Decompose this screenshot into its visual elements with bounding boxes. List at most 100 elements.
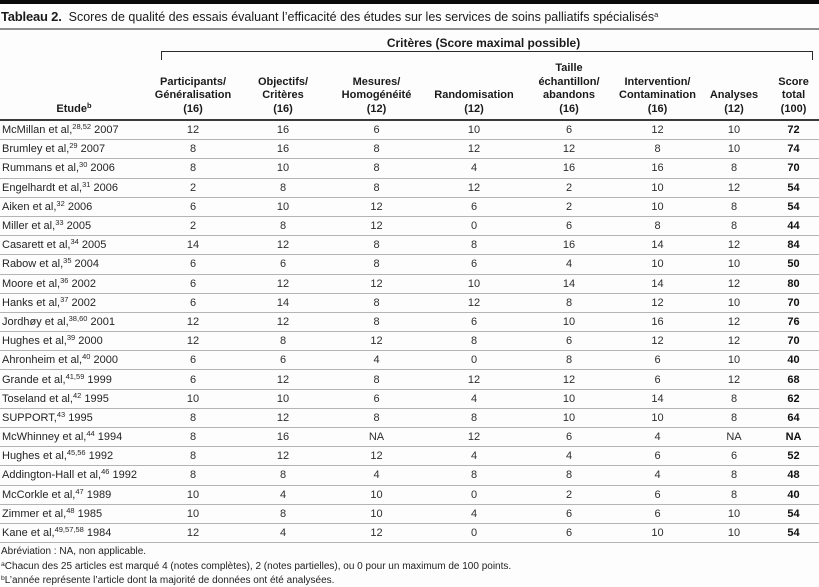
score-cell: 8 — [700, 197, 768, 217]
criteria-column-header: Intervention/Contamination (16) — [615, 60, 700, 121]
score-cell: 12 — [425, 427, 523, 448]
criteria-column-header-line: (12) — [366, 102, 387, 115]
criteria-column-header-line: (16) — [647, 102, 668, 115]
score-cell: 6 — [328, 120, 425, 141]
study-cell: Casarett et al,34 2005 — [0, 235, 148, 256]
table-row: Hughes et al,45,56 1992 8 12 12 4 4 6 6 52 — [0, 446, 819, 467]
score-cell: 10 — [700, 293, 768, 313]
study-cell: Kane et al,49,57,58 1984 — [0, 523, 148, 544]
score-cell: 12 — [238, 446, 328, 467]
total-score-cell: 68 — [768, 369, 819, 390]
score-cell: 6 — [238, 254, 328, 275]
score-cell: 14 — [148, 235, 238, 256]
criteria-column-header-line: Taille — [555, 62, 583, 74]
score-cell: 10 — [328, 485, 425, 505]
table-title-footnote-marker: a — [654, 10, 659, 19]
score-cell: 8 — [328, 369, 425, 390]
score-cell: 4 — [328, 465, 425, 486]
criteria-banner-label: Critères (Score maximal possible) — [386, 36, 581, 50]
score-cell: 8 — [523, 293, 615, 313]
study-reference-superscript: 49,57,58 — [54, 525, 84, 535]
criteria-column-header-line: (16) — [559, 102, 579, 115]
score-cell: 8 — [238, 331, 328, 352]
criteria-column-header-line: abandons — [543, 89, 595, 101]
score-cell: 8 — [328, 254, 425, 275]
score-cell: 8 — [238, 178, 328, 198]
table-row: Jordhøy et al,38,60 2001 12 12 8 6 10 16 12 76 — [0, 312, 819, 333]
criteria-column-header-line: Intervention/ — [624, 75, 691, 88]
score-cell: 6 — [615, 350, 700, 371]
score-cell: 8 — [328, 312, 425, 333]
study-cell: Zimmer et al,48 1985 — [0, 504, 148, 524]
score-cell: 0 — [425, 523, 523, 544]
table-row: Casarett et al,34 2005 14 12 8 8 16 14 12 84 — [0, 235, 819, 256]
score-cell: 6 — [523, 120, 615, 141]
score-cell: 6 — [148, 197, 238, 217]
score-cell: 6 — [615, 485, 700, 505]
score-cell: 6 — [148, 254, 238, 275]
study-cell: Aiken et al,32 2006 — [0, 197, 148, 217]
column-header-row: Etudeb Participants/Généralisation (16) Ob… — [0, 60, 819, 121]
score-cell: 8 — [615, 139, 700, 160]
study-reference-superscript: 43 — [56, 409, 66, 419]
score-cell: 6 — [523, 427, 615, 448]
criteria-column-header-line: (12) — [724, 102, 744, 115]
score-cell: 6 — [148, 369, 238, 390]
score-cell: 10 — [700, 523, 768, 544]
table-title-text: Scores de qualité des essais évaluant l’… — [68, 10, 655, 24]
study-reference-superscript: 46 — [101, 467, 110, 477]
score-cell: 12 — [700, 331, 768, 352]
score-cell: 10 — [700, 120, 768, 141]
criteria-bracket — [161, 51, 814, 60]
score-cell: 14 — [523, 274, 615, 294]
table-row: Addington-Hall et al,46 1992 8 8 4 8 8 4 8 48 — [0, 465, 819, 486]
study-reference-superscript: 42 — [72, 390, 82, 400]
total-score-cell: 54 — [768, 197, 819, 217]
study-reference-superscript: 48 — [66, 505, 75, 515]
criteria-column-header-line: Homogénéité — [341, 89, 412, 101]
score-cell: 12 — [328, 274, 425, 294]
study-reference-superscript: 32 — [56, 198, 65, 208]
score-cell: 10 — [425, 274, 523, 294]
score-cell: 4 — [425, 446, 523, 467]
score-cell: 4 — [328, 350, 425, 371]
table-row: Miller et al,33 2005 2 8 12 0 6 8 8 44 — [0, 216, 819, 237]
score-cell: 10 — [700, 139, 768, 160]
score-cell: 12 — [615, 120, 700, 141]
score-cell: 12 — [700, 178, 768, 198]
score-cell: 8 — [328, 408, 425, 429]
criteria-column-header-line: Objectifs/ — [257, 75, 309, 88]
score-cell: 8 — [328, 235, 425, 256]
etude-header-footnote-marker: b — [86, 100, 92, 110]
score-cell: 4 — [238, 485, 328, 505]
score-cell: 10 — [700, 254, 768, 275]
score-cell: 6 — [148, 274, 238, 294]
total-score-cell: 50 — [768, 254, 819, 275]
score-cell: 0 — [425, 216, 523, 237]
criteria-column-header-line: Mesures/ — [352, 75, 401, 88]
score-cell: 10 — [148, 485, 238, 505]
total-score-cell: 40 — [768, 350, 819, 371]
score-cell: 14 — [615, 274, 700, 294]
score-cell: 2 — [148, 178, 238, 198]
study-reference-superscript: 35 — [63, 256, 72, 266]
table-row: Aiken et al,32 2006 6 10 12 6 2 10 8 54 — [0, 197, 819, 217]
total-score-cell: 48 — [768, 465, 819, 486]
criteria-column-header: Mesures/Homogénéité (12) — [328, 60, 425, 121]
study-reference-superscript: 28,52 — [72, 122, 92, 132]
score-cell: 8 — [425, 331, 523, 352]
score-cell: 12 — [238, 235, 328, 256]
study-cell: Toseland et al,42 1995 — [0, 389, 148, 409]
study-reference-superscript: 29 — [69, 141, 78, 151]
total-score-cell: 54 — [768, 178, 819, 198]
table-row: Grande et al,41,59 1999 6 12 8 12 12 6 12 68 — [0, 369, 819, 390]
study-reference-superscript: 40 — [82, 352, 91, 362]
score-cell: 8 — [148, 465, 238, 486]
score-cell: 8 — [328, 139, 425, 160]
table-row: Ahronheim et al,40 2000 6 6 4 0 8 6 10 40 — [0, 350, 819, 371]
score-cell: 12 — [238, 408, 328, 429]
table-row: Hughes et al,39 2000 12 8 12 8 6 12 12 70 — [0, 331, 819, 352]
total-score-cell: 44 — [768, 216, 819, 237]
criteria-column-header: Score total (100) — [768, 60, 819, 121]
